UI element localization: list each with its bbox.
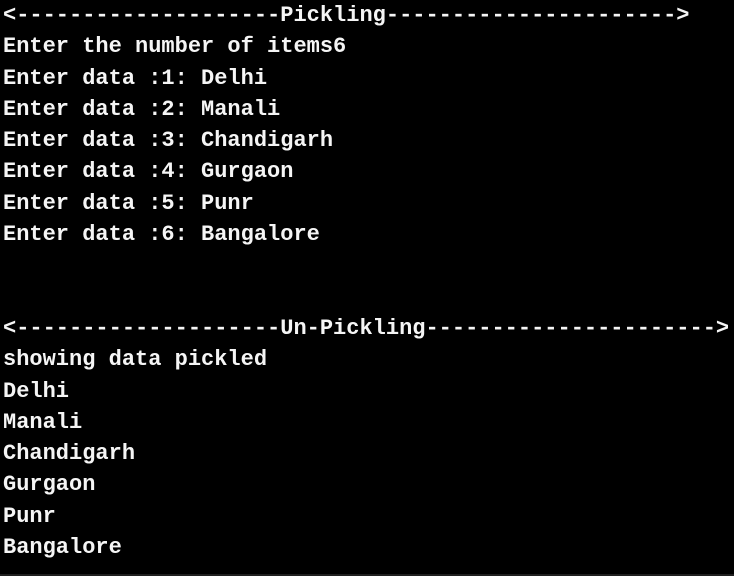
items-count-prompt-line: Enter the number of items6 — [3, 34, 347, 60]
pickled-item-line-3: Chandigarh — [3, 441, 136, 467]
pickled-item-line-4: Gurgaon — [3, 472, 96, 498]
pickled-item-line-6: Bangalore — [3, 535, 122, 561]
pickling-section-header: <--------------------Pickling-----------… — [3, 3, 690, 28]
enter-data-line-5: Enter data :5: Punr — [3, 190, 254, 216]
blank-line — [3, 250, 734, 281]
enter-data-line-3: Enter data :3: Chandigarh — [3, 128, 334, 154]
blank-line — [3, 282, 734, 313]
enter-data-line-2: Enter data :2: Manali — [3, 96, 281, 122]
showing-data-pickled-line: showing data pickled — [3, 347, 268, 373]
pickled-item-line-5: Punr — [3, 503, 56, 529]
enter-data-line-1: Enter data :1: Delhi — [3, 65, 268, 91]
pickled-item-line-2: Manali — [3, 409, 83, 435]
pickled-item-line-1: Delhi — [3, 378, 70, 404]
enter-data-line-6: Enter data :6: Bangalore — [3, 222, 320, 248]
enter-data-line-4: Enter data :4: Gurgaon — [3, 159, 294, 185]
unpickling-section-header: <--------------------Un-Pickling--------… — [3, 315, 730, 341]
